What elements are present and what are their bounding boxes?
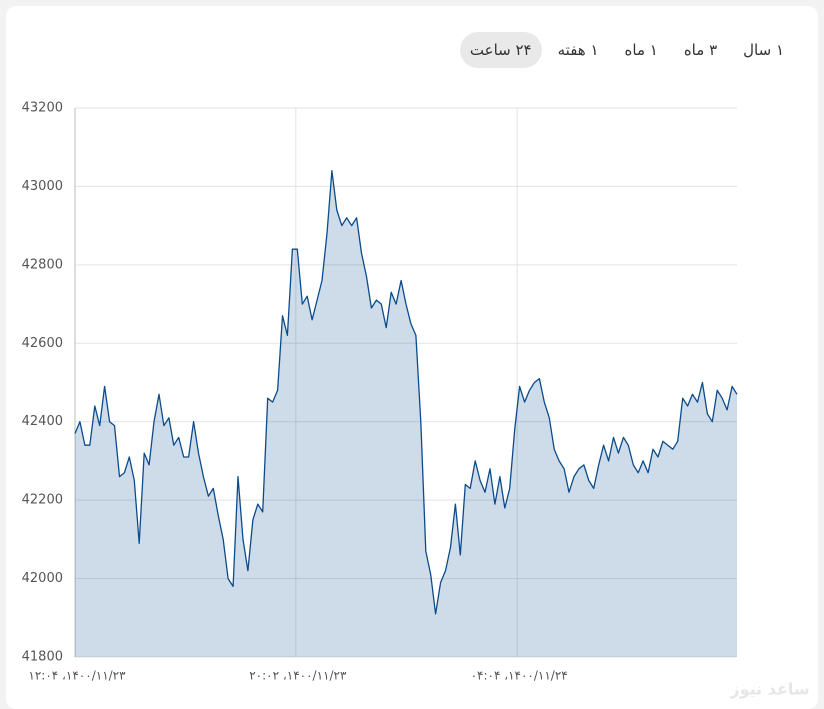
y-tick-label: 42800 xyxy=(22,257,63,272)
y-tick-label: 41800 xyxy=(22,650,63,665)
line xyxy=(74,170,738,615)
range-tab[interactable]: ۱ سال xyxy=(743,41,784,59)
range-tab[interactable]: ۱ ماه xyxy=(624,41,658,59)
area xyxy=(75,170,737,657)
range-tabs: ۲۴ ساعت ۱ هفته ۱ ماه ۳ ماه ۱ سال xyxy=(459,32,794,68)
y-tick-label: 42600 xyxy=(22,336,63,351)
y-tick-label: 43200 xyxy=(22,101,63,116)
y-tick-label: 42400 xyxy=(22,414,63,429)
watermark: ساعد نیوز xyxy=(729,680,809,699)
y-tick-label: 42200 xyxy=(22,493,63,508)
y-tick-label: 42000 xyxy=(22,571,63,586)
x-tick-label: ۰۴:۰۴ ،۱۴۰۰/۱۱/۲۴ xyxy=(471,669,568,683)
x-tick-label: ۱۲:۰۴ ،۱۴۰۰/۱۱/۲۳ xyxy=(28,669,126,683)
y-tick-label: 43000 xyxy=(22,179,63,194)
range-tab[interactable]: ۳ ماه xyxy=(683,41,718,59)
range-tab[interactable]: ۱ هفته xyxy=(557,41,599,59)
range-tab[interactable]: ۲۴ ساعت xyxy=(459,32,542,68)
card: ۲۴ ساعت ۱ هفته ۱ ماه ۳ ماه ۱ سال xyxy=(6,6,818,709)
x-tick-label: ۲۰:۰۲ ،۱۴۰۰/۱۱/۲۳ xyxy=(249,669,347,683)
